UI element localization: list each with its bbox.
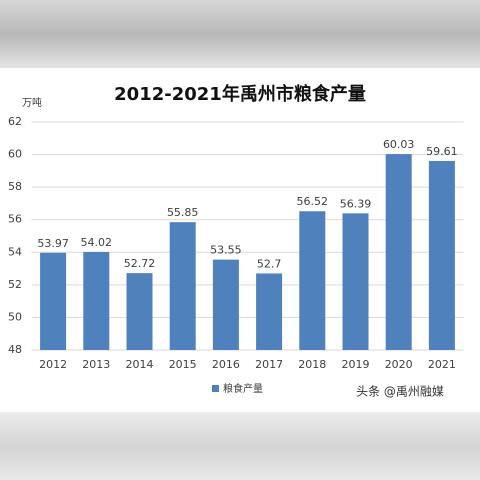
watermark: 头条 @禹州融媒: [356, 385, 444, 399]
value-label: 55.85: [167, 206, 199, 219]
bar: [385, 154, 412, 350]
bar: [212, 259, 239, 350]
value-label: 52.72: [124, 257, 156, 270]
chart-title: 2012-2021年禹州市粮食产量: [114, 83, 366, 105]
x-tick-label: 2012: [39, 358, 67, 371]
y-tick-label: 52: [8, 278, 22, 291]
blurred-header: [0, 0, 480, 68]
x-tick-label: 2015: [169, 358, 197, 371]
bar: [428, 160, 455, 350]
bar: [299, 211, 326, 350]
value-label: 60.03: [383, 138, 415, 151]
x-tick-label: 2021: [428, 358, 456, 371]
bar: [256, 273, 283, 350]
blurred-footer: [0, 412, 480, 480]
bar: [342, 213, 369, 350]
y-tick-label: 48: [8, 343, 22, 356]
y-tick-label: 56: [8, 213, 22, 226]
x-tick-label: 2020: [385, 358, 413, 371]
value-label: 59.61: [426, 145, 458, 158]
y-tick-label: 62: [8, 115, 22, 128]
value-label: 53.97: [37, 237, 69, 250]
y-tick-label: 60: [8, 148, 22, 161]
y-tick-label: 50: [8, 310, 22, 323]
x-tick-label: 2019: [342, 358, 370, 371]
x-tick-label: 2016: [212, 358, 240, 371]
x-tick-label: 2018: [298, 358, 326, 371]
bar: [40, 252, 67, 350]
bar: [126, 273, 153, 350]
bar: [169, 222, 196, 350]
x-tick-label: 2013: [82, 358, 110, 371]
legend-swatch: [212, 385, 219, 392]
value-label: 56.39: [340, 197, 372, 210]
legend-label: 粮食产量: [223, 382, 263, 395]
value-label: 56.52: [297, 195, 329, 208]
x-tick-label: 2014: [126, 358, 154, 371]
bar: [83, 251, 110, 350]
value-label: 54.02: [81, 236, 113, 249]
y-axis-unit: 万吨: [22, 96, 42, 109]
x-tick-label: 2017: [255, 358, 283, 371]
value-label: 52.7: [257, 257, 282, 270]
y-tick-label: 58: [8, 180, 22, 193]
value-label: 53.55: [210, 244, 242, 257]
y-tick-label: 54: [8, 245, 22, 258]
